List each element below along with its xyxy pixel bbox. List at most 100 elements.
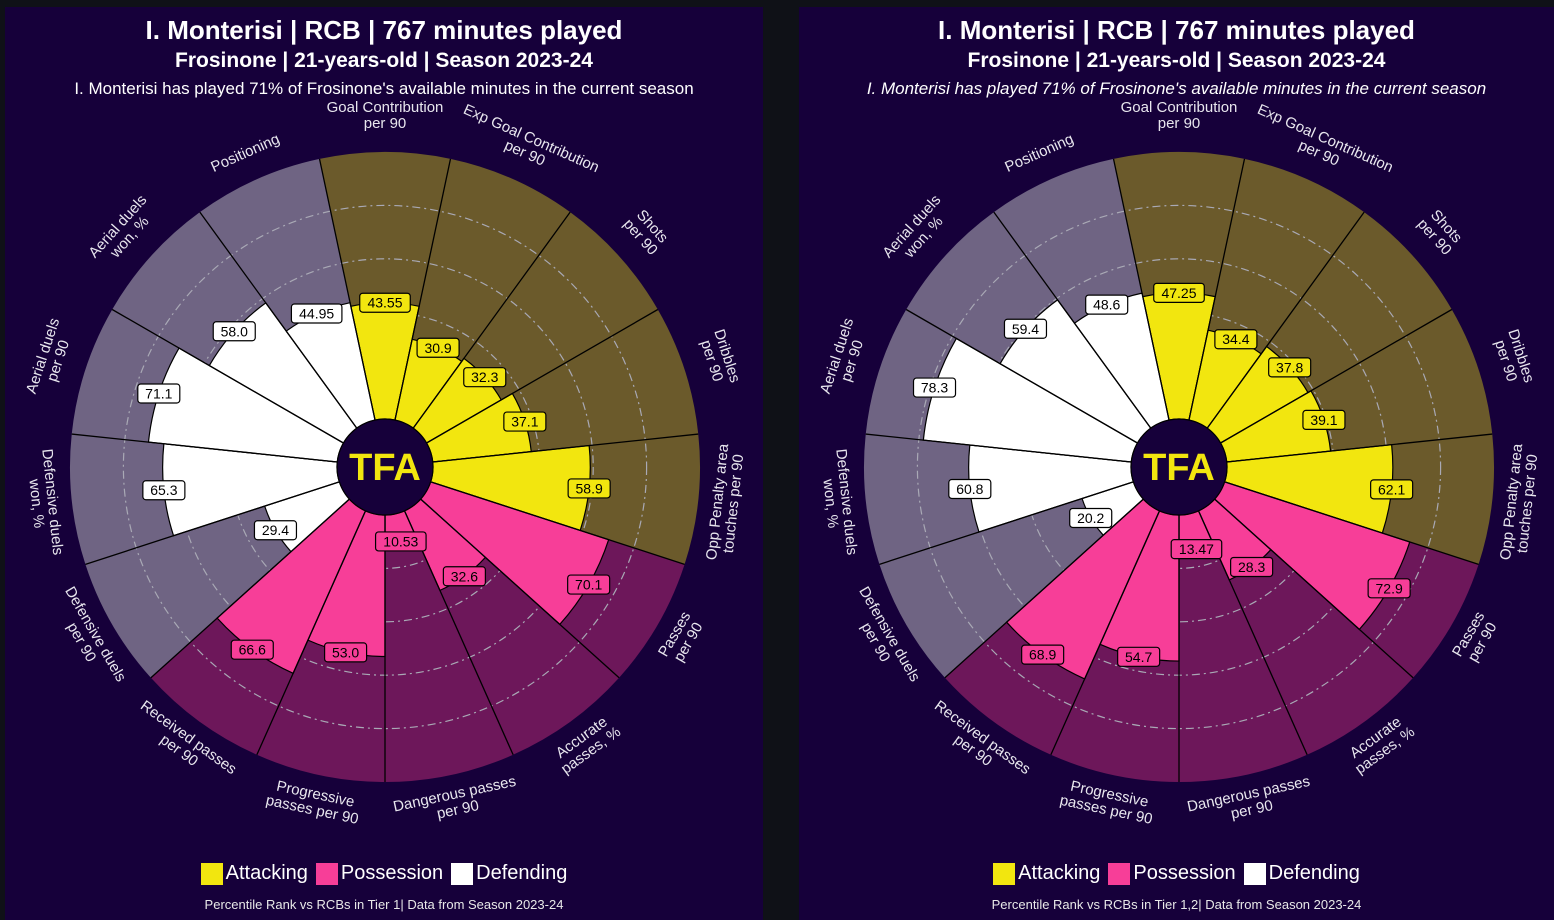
- gridline: [916, 204, 1442, 730]
- category-label-line: Positioning: [208, 131, 282, 176]
- wedge-divider: [879, 481, 1134, 565]
- legend-item-attacking: Attacking: [200, 862, 308, 885]
- value-label-box: [230, 639, 274, 660]
- wedge-divider: [85, 481, 340, 565]
- tfa-logo: TFA: [349, 447, 421, 489]
- value-label: 71.1: [137, 383, 181, 404]
- legend-label: Defending: [476, 862, 568, 884]
- value-label-box: [442, 566, 486, 587]
- wedge-divider: [1050, 510, 1161, 756]
- value-label: 70.1: [567, 574, 611, 595]
- value-labels: 47.25 34.4 37.8 39.1 62.1 72.9 28.3 13.47 54.7 68…: [912, 282, 1414, 667]
- value-label-text: 30.9: [424, 340, 451, 356]
- wedge-divider: [256, 510, 367, 756]
- value-label-text: 20.2: [1077, 510, 1104, 526]
- legend: Attacking Possession Defending: [799, 862, 1554, 885]
- wedge-divider: [432, 433, 699, 463]
- value-label: 44.95: [290, 303, 343, 324]
- value-label-box: [1214, 329, 1258, 350]
- wedge-divider: [394, 158, 452, 421]
- value-label: 43.55: [359, 292, 411, 313]
- value-label-text: 72.9: [1376, 580, 1403, 596]
- pizza-chart: 47.25 34.4 37.8 39.1 62.1 72.9 28.3 13.47 54.7 68…: [817, 99, 1541, 828]
- value-label: 59.4: [1003, 318, 1048, 339]
- legend-swatch-possession: [1108, 862, 1131, 885]
- category-label-line: won, %: [819, 477, 841, 529]
- value-label-text: 70.1: [575, 577, 602, 593]
- value-label-text: 43.55: [367, 295, 402, 311]
- legend: Attacking Possession Defending: [5, 862, 763, 885]
- value-label-box: [1370, 479, 1414, 500]
- value-label: 72.9: [1367, 578, 1411, 599]
- value-label-text: 28.3: [1238, 559, 1265, 575]
- value-label: 34.4: [1214, 329, 1258, 350]
- background-wedge: [879, 481, 1144, 678]
- value-label: 58.0: [212, 321, 256, 342]
- value-label: 68.9: [1021, 644, 1065, 665]
- legend-label: Attacking: [1018, 862, 1101, 884]
- value-label: 58.9: [567, 478, 611, 499]
- value-label-box: [1085, 294, 1129, 315]
- value-wedges: [147, 301, 610, 675]
- value-label-text: 29.4: [262, 522, 289, 538]
- category-label-line: won, %: [25, 477, 47, 529]
- value-label: 60.8: [948, 478, 992, 500]
- chart-title: I. Monterisi | RCB | 767 minutes played: [938, 15, 1415, 45]
- value-label: 65.3: [142, 480, 186, 501]
- background-wedge: [319, 151, 451, 421]
- value-wedges: [922, 292, 1411, 680]
- value-label-text: 78.3: [921, 380, 948, 396]
- legend-item-possession: Possession: [315, 862, 443, 885]
- value-label-text: 68.9: [1029, 647, 1056, 663]
- value-label: 37.1: [503, 411, 547, 432]
- wedge-edges: [71, 158, 699, 782]
- wedge-divider: [905, 308, 1138, 444]
- pizza-chart-panel-tier12: I. Monterisi | RCB | 767 minutes played …: [799, 7, 1554, 920]
- value-label: 48.6: [1085, 294, 1129, 315]
- value-label-text: 44.95: [299, 306, 334, 322]
- value-label-text: 59.4: [1012, 321, 1039, 337]
- legend-item-attacking: Attacking: [993, 862, 1100, 885]
- value-label: 32.3: [463, 367, 507, 388]
- legend-item-possession: Possession: [1108, 862, 1236, 885]
- gridline: [122, 204, 648, 730]
- value-label-text: 66.6: [239, 642, 266, 658]
- value-label-box: [1003, 318, 1048, 339]
- wedge-divider: [426, 308, 659, 444]
- wedge-divider: [199, 211, 358, 429]
- value-label-box: [1367, 578, 1411, 599]
- background-wedge: [1179, 510, 1308, 783]
- wedge-divider: [944, 498, 1144, 679]
- value-label-box: [1230, 556, 1274, 578]
- wedge-divider: [111, 308, 344, 444]
- wedge-divider: [1112, 158, 1170, 421]
- value-label-text: 58.0: [221, 323, 248, 339]
- chart-subtitle: Frosinone | 21-years-old | Season 2023-2…: [967, 49, 1386, 72]
- value-label-box: [374, 531, 427, 552]
- wedge-divider: [430, 481, 685, 565]
- background-wedge: [385, 510, 514, 783]
- value-label-box: [1153, 282, 1205, 303]
- value-label-box: [1069, 507, 1113, 529]
- value-label: 32.6: [442, 566, 486, 587]
- value-label-box: [290, 303, 343, 324]
- value-label-text: 65.3: [150, 482, 177, 498]
- legend-swatch-attacking: [993, 862, 1016, 885]
- value-label: 54.7: [1117, 646, 1161, 667]
- value-label-text: 53.0: [332, 644, 359, 660]
- value-label-box: [212, 321, 256, 342]
- value-label-text: 13.47: [1179, 541, 1214, 557]
- chart-footnote: Percentile Rank vs RCBs in Tier 1| Data …: [204, 897, 564, 912]
- category-label-line: per 90: [364, 115, 407, 132]
- legend-item-defending: Defending: [451, 862, 567, 885]
- category-label-line: Goal Contribution: [1121, 99, 1238, 116]
